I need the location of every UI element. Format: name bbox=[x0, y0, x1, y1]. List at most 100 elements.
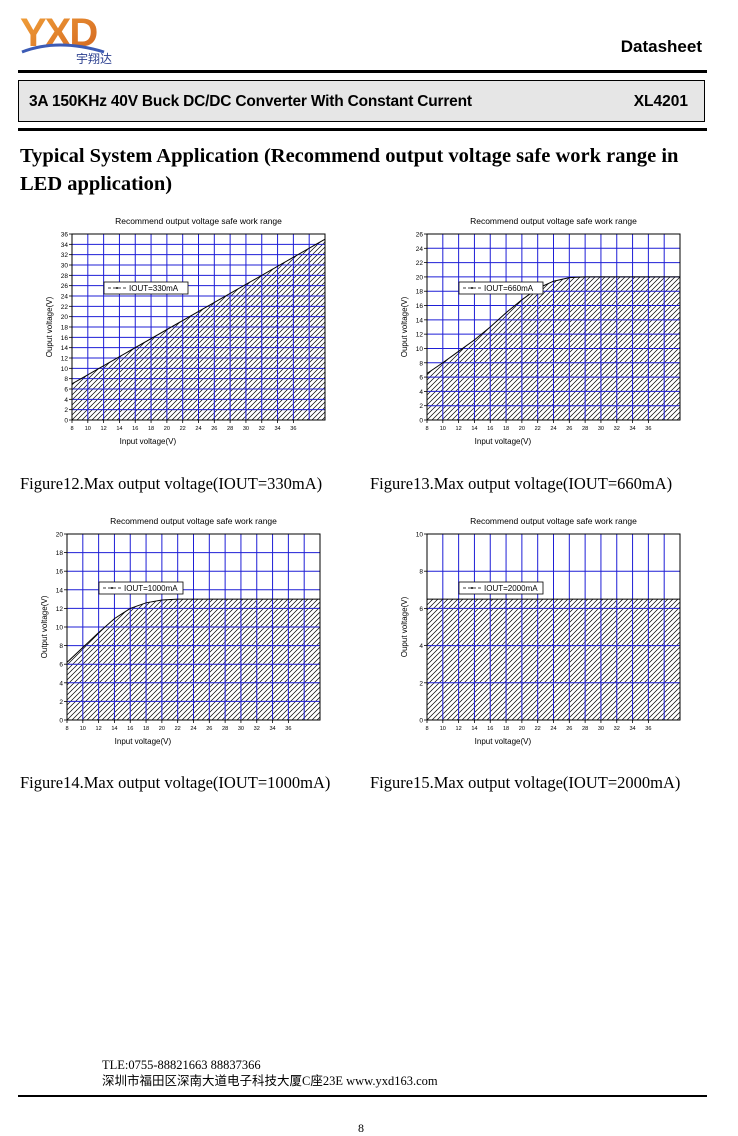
y-tick-label: 16 bbox=[416, 303, 424, 310]
figure-caption: Figure13.Max output voltage(IOUT=660mA) bbox=[370, 474, 673, 493]
y-tick-label: 18 bbox=[416, 289, 424, 296]
x-tick-label: 20 bbox=[164, 426, 170, 432]
y-axis-label: Ouput voltage(V) bbox=[400, 296, 409, 357]
x-tick-label: 22 bbox=[535, 426, 541, 432]
x-tick-label: 12 bbox=[456, 426, 462, 432]
x-tick-label: 16 bbox=[487, 726, 493, 732]
figure-caption: Figure12.Max output voltage(IOUT=330mA) bbox=[20, 474, 323, 493]
y-tick-label: 34 bbox=[61, 242, 69, 249]
x-tick-label: 16 bbox=[132, 426, 138, 432]
x-tick-label: 16 bbox=[127, 726, 133, 732]
y-tick-label: 24 bbox=[61, 294, 69, 301]
y-tick-label: 2 bbox=[59, 699, 63, 706]
y-tick-label: 30 bbox=[61, 263, 69, 270]
x-tick-label: 30 bbox=[243, 426, 249, 432]
x-tick-label: 24 bbox=[190, 726, 196, 732]
y-tick-label: 16 bbox=[56, 569, 64, 576]
y-tick-label: 2 bbox=[64, 407, 68, 414]
x-tick-label: 24 bbox=[550, 426, 556, 432]
y-tick-label: 6 bbox=[419, 375, 423, 382]
y-tick-label: 0 bbox=[59, 718, 63, 725]
doc-type-label: Datasheet bbox=[620, 37, 702, 56]
x-tick-label: 24 bbox=[550, 726, 556, 732]
x-tick-label: 30 bbox=[598, 426, 604, 432]
chart-title: Recommend output voltage safe work range bbox=[110, 516, 277, 526]
legend-label: IOUT=660mA bbox=[484, 284, 534, 293]
x-axis-label: Input voltage(V) bbox=[475, 737, 532, 746]
x-tick-label: 14 bbox=[111, 726, 117, 732]
y-tick-label: 0 bbox=[419, 718, 423, 725]
y-tick-label: 10 bbox=[416, 346, 424, 353]
y-tick-label: 24 bbox=[416, 246, 424, 253]
x-tick-label: 22 bbox=[535, 726, 541, 732]
y-tick-label: 4 bbox=[419, 643, 423, 650]
x-tick-label: 32 bbox=[614, 726, 620, 732]
y-tick-label: 12 bbox=[56, 606, 64, 613]
x-tick-label: 36 bbox=[645, 726, 651, 732]
y-tick-label: 26 bbox=[416, 232, 424, 239]
x-axis-label: Input voltage(V) bbox=[475, 437, 532, 446]
figure-caption: Figure14.Max output voltage(IOUT=1000mA) bbox=[20, 773, 331, 792]
y-axis-label: Ouput voltage(V) bbox=[400, 596, 409, 657]
x-tick-label: 10 bbox=[80, 726, 86, 732]
chart-330ma: Recommend output voltage safe work range… bbox=[45, 216, 326, 446]
y-tick-label: 6 bbox=[59, 662, 63, 669]
y-tick-label: 8 bbox=[419, 569, 423, 576]
legend-box bbox=[458, 581, 544, 595]
legend-box bbox=[458, 281, 544, 295]
x-tick-label: 28 bbox=[582, 726, 588, 732]
footer-phone: TLE:0755-88821663 88837366 bbox=[102, 1058, 261, 1072]
y-tick-label: 10 bbox=[61, 366, 69, 373]
x-tick-label: 8 bbox=[425, 726, 428, 732]
x-tick-label: 28 bbox=[227, 426, 233, 432]
legend-box bbox=[98, 581, 184, 595]
x-tick-label: 20 bbox=[159, 726, 165, 732]
chart-title: Recommend output voltage safe work range bbox=[470, 516, 637, 526]
legend-marker bbox=[471, 287, 473, 289]
figure-caption: Figure15.Max output voltage(IOUT=2000mA) bbox=[370, 773, 681, 792]
y-axis-label: Ouput voltage(V) bbox=[45, 296, 54, 357]
series-line bbox=[71, 238, 326, 385]
y-tick-label: 6 bbox=[64, 387, 68, 394]
x-tick-label: 34 bbox=[629, 726, 635, 732]
x-tick-label: 14 bbox=[471, 726, 477, 732]
header-rule bbox=[18, 70, 707, 73]
chart-660ma: Recommend output voltage safe work range… bbox=[400, 216, 681, 446]
x-tick-label: 14 bbox=[471, 426, 477, 432]
x-tick-label: 32 bbox=[614, 426, 620, 432]
x-tick-label: 36 bbox=[290, 426, 296, 432]
series-line bbox=[426, 276, 680, 374]
y-tick-label: 4 bbox=[419, 389, 423, 396]
chart-title: Recommend output voltage safe work range bbox=[470, 216, 637, 226]
x-tick-label: 24 bbox=[195, 426, 201, 432]
x-axis-label: Input voltage(V) bbox=[120, 437, 177, 446]
y-tick-label: 8 bbox=[419, 360, 423, 367]
x-tick-label: 8 bbox=[65, 726, 68, 732]
x-tick-label: 26 bbox=[566, 426, 572, 432]
x-tick-label: 18 bbox=[503, 726, 509, 732]
y-tick-label: 8 bbox=[59, 643, 63, 650]
x-axis-label: Input voltage(V) bbox=[115, 737, 172, 746]
chart-2000ma: Recommend output voltage safe work range… bbox=[400, 516, 681, 746]
y-tick-label: 20 bbox=[61, 314, 69, 321]
x-tick-label: 16 bbox=[487, 426, 493, 432]
y-tick-label: 36 bbox=[61, 232, 69, 239]
chart-title: Recommend output voltage safe work range bbox=[115, 216, 282, 226]
part-number: XL4201 bbox=[633, 93, 688, 110]
logo-subtext: 宇翔达 bbox=[76, 52, 112, 66]
y-tick-label: 14 bbox=[61, 345, 69, 352]
x-tick-label: 8 bbox=[70, 426, 73, 432]
x-tick-label: 8 bbox=[425, 426, 428, 432]
x-tick-label: 12 bbox=[101, 426, 107, 432]
y-tick-label: 14 bbox=[56, 587, 64, 594]
doc-title: 3A 150KHz 40V Buck DC/DC Converter With … bbox=[29, 93, 472, 110]
y-tick-label: 4 bbox=[59, 680, 63, 687]
x-tick-label: 26 bbox=[566, 726, 572, 732]
x-tick-label: 18 bbox=[143, 726, 149, 732]
x-tick-label: 10 bbox=[440, 426, 446, 432]
x-tick-label: 34 bbox=[269, 726, 275, 732]
x-tick-label: 12 bbox=[456, 726, 462, 732]
title-bar: 3A 150KHz 40V Buck DC/DC Converter With … bbox=[18, 80, 705, 122]
y-tick-label: 18 bbox=[61, 325, 69, 332]
y-tick-label: 0 bbox=[64, 418, 68, 425]
